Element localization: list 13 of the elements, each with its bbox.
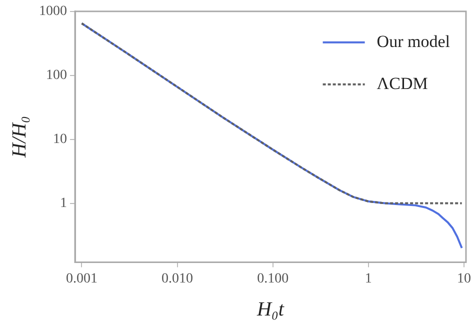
x-tick-label: 10	[456, 271, 471, 286]
x-axis-title: H₀t	[256, 298, 284, 320]
y-axis-title: H/H₀	[8, 116, 30, 159]
y-tick-label: 10	[53, 132, 67, 148]
x-tick-label: 1	[364, 271, 372, 286]
y-tick-label: 1	[60, 196, 67, 211]
y-tick-label: 100	[46, 68, 67, 84]
x-tick-label: 0.001	[66, 271, 98, 286]
y-tick-label: 1000	[39, 4, 67, 20]
x-tick-label: 0.100	[257, 271, 289, 286]
x-tick-label: 0.010	[162, 271, 194, 286]
legend-label: Our model	[376, 32, 450, 51]
legend-label: ΛCDM	[376, 74, 428, 93]
